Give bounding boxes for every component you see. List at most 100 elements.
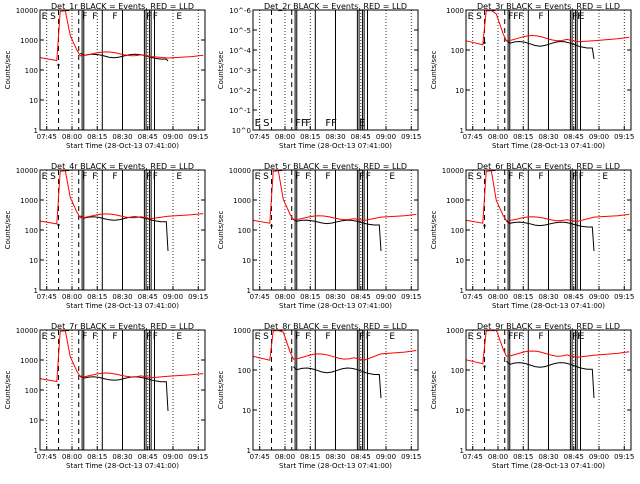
x-tick-label: 08:30 (112, 133, 132, 141)
x-tick-label: 08:15 (87, 453, 107, 461)
event-marker-label: E (42, 332, 48, 342)
event-marker-label: E (42, 12, 48, 22)
event-marker-label: E (176, 12, 182, 22)
events-series-line (80, 52, 169, 62)
event-marker-label: F (82, 172, 87, 182)
x-tick-label: 08:45 (351, 453, 371, 461)
y-tick-label: 100 (238, 227, 251, 235)
chart-title: Det_4r BLACK = Events, RED = LLD (51, 162, 194, 171)
x-tick-label: 08:00 (62, 453, 82, 461)
x-tick-label: 07:45 (37, 453, 57, 461)
y-tick-label: 1000 (20, 357, 38, 365)
x-tick-label: 09:00 (376, 453, 396, 461)
event-marker-label: S (50, 332, 56, 342)
x-tick-label: 08:45 (138, 133, 158, 141)
y-axis-label: Counts/sec (430, 211, 438, 250)
event-marker-label: F (518, 12, 523, 22)
y-tick-label: 1000 (20, 37, 38, 45)
y-tick-label: 10000 (16, 167, 38, 175)
event-marker-label: E (389, 332, 395, 342)
y-tick-label: 1000 (446, 327, 464, 335)
events-series-line (293, 366, 382, 399)
x-tick-label: 08:15 (513, 453, 533, 461)
y-tick-label: 1000 (233, 197, 251, 205)
event-marker-label: FF (572, 12, 582, 22)
y-axis-label: Counts/sec (217, 371, 225, 410)
y-tick-label: 10 (455, 87, 464, 95)
y-axis-label: Counts/sec (217, 211, 225, 250)
event-marker-label: S (50, 172, 56, 182)
events-series-line (80, 215, 169, 252)
event-marker-label: E (359, 118, 365, 129)
y-tick-label: 10 (29, 257, 38, 265)
lld-series-line (465, 9, 630, 46)
y-axis-label: Counts/sec (430, 371, 438, 410)
event-marker-label: S (476, 12, 482, 22)
y-tick-label: 10 (455, 257, 464, 265)
y-tick-label: 100 (238, 367, 251, 375)
x-tick-label: 09:00 (589, 453, 609, 461)
x-tick-label: 08:45 (351, 133, 371, 141)
event-marker-label: FF (325, 118, 337, 129)
events-series-line (506, 360, 595, 399)
event-marker-label: F (295, 172, 300, 182)
event-marker-label: F (82, 332, 87, 342)
x-tick-label: 08:15 (300, 293, 320, 301)
chart-title: Det_5r BLACK = Events, RED = LLD (264, 162, 407, 171)
x-tick-label: 07:45 (37, 133, 57, 141)
x-axis-label: Start Time (28-Oct-13 07:41:00) (66, 302, 179, 310)
x-tick-label: 09:15 (188, 133, 208, 141)
x-tick-label: 07:45 (250, 293, 270, 301)
x-tick-label: 07:45 (37, 293, 57, 301)
event-marker-label: F (146, 172, 151, 182)
y-tick-label: 100 (25, 67, 38, 75)
event-marker-label: S (263, 332, 269, 342)
event-marker-label: E (468, 172, 474, 182)
x-tick-label: 08:30 (112, 453, 132, 461)
y-tick-label: 10000 (229, 167, 251, 175)
event-marker-label: S (263, 118, 269, 129)
x-tick-label: 08:00 (62, 293, 82, 301)
y-tick-label: 10 (29, 417, 38, 425)
lld-series-line (252, 329, 417, 361)
y-tick-label: 10000 (16, 327, 38, 335)
event-marker-label: F (153, 332, 158, 342)
x-axis-label: Start Time (28-Oct-13 07:41:00) (492, 462, 605, 470)
event-marker-label: F (305, 332, 310, 342)
x-tick-label: 09:00 (589, 133, 609, 141)
event-marker-label: F (112, 332, 117, 342)
x-tick-label: 08:30 (538, 293, 558, 301)
x-tick-label: 08:00 (488, 453, 508, 461)
x-tick-label: 08:30 (538, 133, 558, 141)
y-tick-label: 1 (460, 447, 464, 455)
event-marker-label: E (42, 172, 48, 182)
y-tick-label: 100 (451, 367, 464, 375)
x-tick-label: 08:15 (513, 133, 533, 141)
lld-series-line (39, 330, 204, 383)
lld-series-line (252, 170, 417, 224)
y-axis-label: Counts/sec (430, 51, 438, 90)
event-marker-label: E (389, 172, 395, 182)
y-tick-label: 1 (34, 127, 38, 135)
event-marker-label: F (112, 12, 117, 22)
event-marker-label: F (325, 172, 330, 182)
x-tick-label: 08:15 (300, 133, 320, 141)
event-marker-label: F (153, 172, 158, 182)
event-marker-label: F (92, 332, 97, 342)
x-tick-label: 08:45 (564, 293, 584, 301)
y-tick-label: 10^-3 (229, 67, 251, 75)
event-marker-label: F (112, 172, 117, 182)
event-marker-label: F (366, 332, 371, 342)
y-tick-label: 1 (34, 447, 38, 455)
y-tick-label: 10^0 (232, 127, 251, 135)
x-tick-label: 09:00 (376, 133, 396, 141)
x-tick-label: 08:45 (564, 453, 584, 461)
x-tick-label: 09:00 (376, 293, 396, 301)
x-tick-label: 08:30 (538, 453, 558, 461)
